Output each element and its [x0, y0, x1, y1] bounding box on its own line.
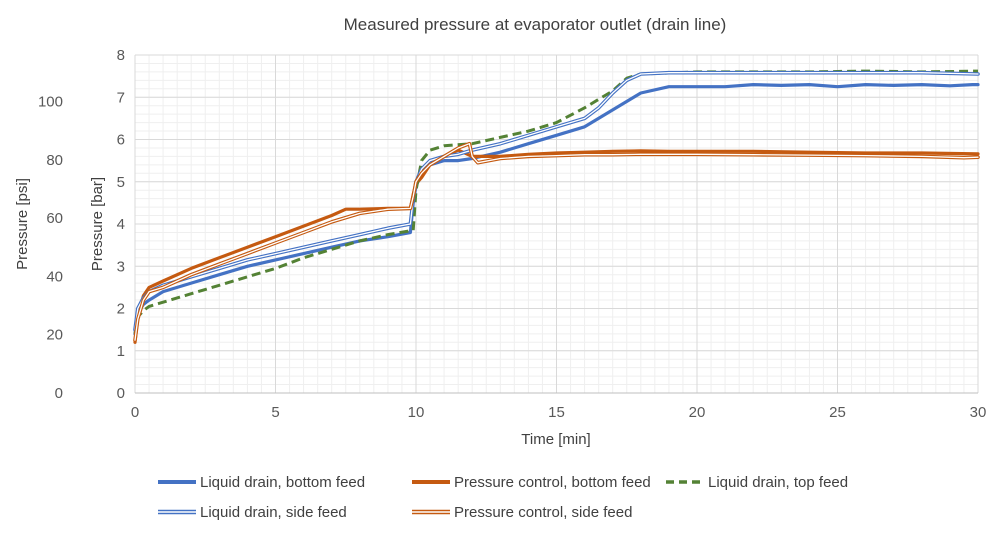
legend-item-pressure-control-bottom-feed: Pressure control, bottom feed — [412, 474, 651, 491]
legend-item-liquid-drain-side-feed: Liquid drain, side feed — [158, 504, 347, 521]
y-tick-label: 1 — [117, 343, 125, 360]
legend-item-pressure-control-side-feed: Pressure control, side feed — [412, 504, 632, 521]
x-tick-label: 5 — [271, 404, 279, 421]
legend-label-liquid-drain-bottom-feed: Liquid drain, bottom feed — [200, 474, 365, 491]
x-tick-label: 10 — [408, 404, 425, 421]
series-liquid-drain-bottom-feed — [133, 82, 980, 336]
series-line-pressure-control-bottom-feed — [133, 148, 980, 344]
y2-axis-title: Pressure [psi] — [14, 178, 31, 270]
y-tick-label: 6 — [117, 132, 125, 149]
legend: Liquid drain, bottom feed Pressure contr… — [158, 474, 848, 521]
y-tick-label: 8 — [117, 47, 125, 64]
legend-item-liquid-drain-top-feed: Liquid drain, top feed — [666, 474, 848, 491]
y-axis-ticks: 0 1 2 3 4 5 6 7 8 — [117, 47, 125, 402]
y2-tick-label: 20 — [46, 327, 63, 344]
y-tick-label: 4 — [117, 216, 125, 233]
y2-tick-label: 0 — [55, 385, 63, 402]
y2-tick-label: 80 — [46, 152, 63, 169]
y2-tick-label: 40 — [46, 268, 63, 285]
x-axis-title: Time [min] — [521, 431, 590, 448]
x-tick-label: 0 — [131, 404, 139, 421]
series-liquid-drain-side-feed — [133, 70, 980, 332]
y-tick-label: 7 — [117, 89, 125, 106]
gridlines — [134, 54, 979, 394]
x-tick-label: 30 — [970, 404, 987, 421]
chart-title: Measured pressure at evaporator outlet (… — [344, 15, 727, 34]
series-pressure-control-side-feed — [133, 141, 980, 343]
y2-axis-ticks: 0 20 40 60 80 100 — [38, 94, 63, 402]
legend-item-liquid-drain-bottom-feed: Liquid drain, bottom feed — [158, 474, 365, 491]
legend-label-liquid-drain-top-feed: Liquid drain, top feed — [708, 474, 848, 491]
legend-label-liquid-drain-side-feed: Liquid drain, side feed — [200, 504, 347, 521]
y-axis-title: Pressure [bar] — [89, 177, 106, 271]
y-tick-label: 5 — [117, 174, 125, 191]
series-layer — [133, 69, 980, 344]
series-pressure-control-bottom-feed — [133, 148, 980, 344]
x-tick-label: 15 — [548, 404, 565, 421]
y-tick-label: 2 — [117, 301, 125, 318]
series-line-liquid-drain-bottom-feed — [133, 82, 980, 336]
y-tick-label: 0 — [117, 385, 125, 402]
y2-tick-label: 60 — [46, 210, 63, 227]
series-line-inner-pressure-control-side-feed — [134, 143, 979, 341]
y2-tick-label: 100 — [38, 94, 63, 111]
x-tick-label: 25 — [829, 404, 846, 421]
y-tick-label: 3 — [117, 258, 125, 275]
legend-label-pressure-control-side-feed: Pressure control, side feed — [454, 504, 632, 521]
x-axis-ticks: 0 5 10 15 20 25 30 — [131, 404, 987, 421]
series-line-inner-liquid-drain-side-feed — [134, 72, 979, 331]
x-tick-label: 20 — [689, 404, 706, 421]
legend-label-pressure-control-bottom-feed: Pressure control, bottom feed — [454, 474, 651, 491]
